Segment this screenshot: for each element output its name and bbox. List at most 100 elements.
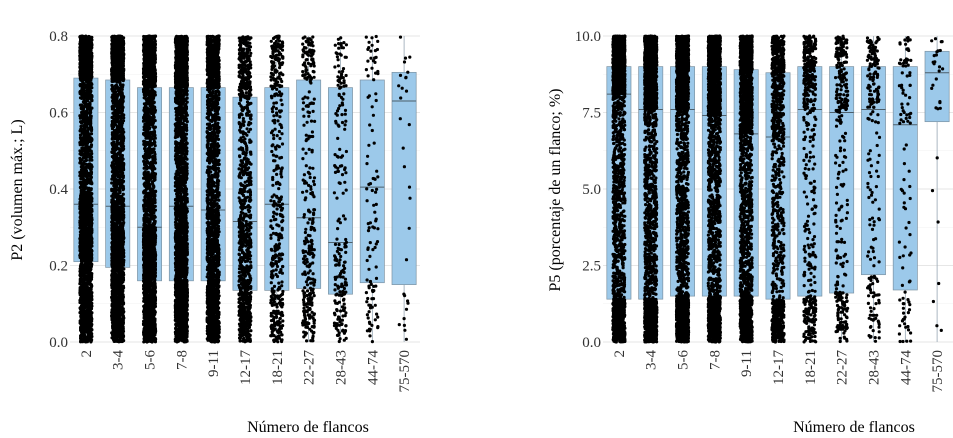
data-point <box>79 334 83 338</box>
data-point <box>85 252 89 256</box>
data-point <box>80 41 84 45</box>
data-point <box>87 178 91 182</box>
data-point <box>121 83 125 87</box>
data-point <box>80 77 84 81</box>
data-point <box>78 50 82 54</box>
data-point <box>89 188 93 192</box>
data-point <box>113 99 117 104</box>
data-point <box>118 218 123 222</box>
data-point <box>90 86 94 90</box>
data-point <box>80 251 84 255</box>
data-point <box>112 130 117 134</box>
data-point <box>120 212 124 217</box>
data-point <box>83 294 87 298</box>
data-point <box>87 226 91 230</box>
data-point <box>83 230 87 235</box>
data-point <box>85 204 90 208</box>
data-point <box>78 90 82 94</box>
data-point <box>119 199 123 203</box>
data-point <box>111 40 115 44</box>
data-point <box>82 112 86 116</box>
data-point <box>89 218 93 222</box>
data-point <box>88 41 92 45</box>
data-point <box>79 124 83 128</box>
data-point <box>80 248 84 252</box>
data-point <box>86 149 90 154</box>
data-point <box>118 233 122 237</box>
data-point <box>122 339 126 343</box>
data-point <box>89 116 93 120</box>
data-point <box>112 290 116 295</box>
data-point <box>78 157 82 161</box>
data-point <box>81 94 85 98</box>
data-point <box>82 133 86 137</box>
data-point <box>89 163 93 167</box>
data-point <box>121 127 125 131</box>
data-point <box>82 269 87 273</box>
data-point <box>83 86 87 90</box>
data-point <box>84 326 88 330</box>
data-point <box>84 320 88 324</box>
data-point <box>79 277 83 281</box>
data-point <box>83 241 87 245</box>
data-point <box>119 156 123 160</box>
data-point <box>82 166 86 170</box>
data-point <box>79 120 83 124</box>
data-point <box>80 288 84 292</box>
data-point <box>84 214 89 218</box>
data-point <box>111 174 115 178</box>
data-point <box>88 333 92 337</box>
data-point <box>110 278 114 282</box>
data-point <box>80 177 84 181</box>
data-point <box>88 191 92 196</box>
data-point <box>79 258 84 262</box>
data-point <box>89 132 94 136</box>
data-point <box>85 144 89 149</box>
data-point <box>119 147 123 151</box>
data-point <box>88 282 92 286</box>
data-point <box>111 189 115 193</box>
data-point <box>89 119 93 124</box>
data-point <box>85 303 89 307</box>
data-point <box>120 273 124 277</box>
data-point <box>111 196 115 200</box>
box-75-570 <box>391 71 417 285</box>
data-point <box>113 84 118 88</box>
data-point <box>114 90 118 94</box>
data-point <box>88 181 92 185</box>
data-point <box>117 314 121 318</box>
data-point <box>114 172 118 176</box>
data-point <box>87 299 91 303</box>
data-point <box>82 194 86 198</box>
data-point <box>84 51 89 56</box>
data-point <box>90 301 94 305</box>
data-point <box>121 224 125 228</box>
data-point <box>79 297 84 301</box>
data-point <box>116 290 120 294</box>
data-point <box>119 247 123 251</box>
data-point <box>80 330 84 334</box>
data-point <box>121 293 125 297</box>
data-point <box>90 207 94 211</box>
data-point <box>78 149 82 153</box>
data-point <box>89 313 93 317</box>
data-point <box>86 278 90 282</box>
data-point <box>89 267 93 271</box>
data-point <box>119 114 123 118</box>
data-point <box>112 166 116 170</box>
data-point <box>112 249 116 253</box>
data-point <box>122 95 126 99</box>
data-point <box>87 50 91 55</box>
data-point <box>85 263 89 267</box>
data-point <box>79 136 83 140</box>
data-point <box>112 122 116 126</box>
data-point <box>86 239 90 243</box>
data-point <box>120 194 124 198</box>
data-point <box>84 122 88 126</box>
data-point <box>89 145 93 149</box>
data-point <box>121 210 125 214</box>
data-point <box>110 272 114 276</box>
data-point <box>84 236 88 240</box>
data-point <box>83 288 87 292</box>
data-point <box>89 248 93 252</box>
